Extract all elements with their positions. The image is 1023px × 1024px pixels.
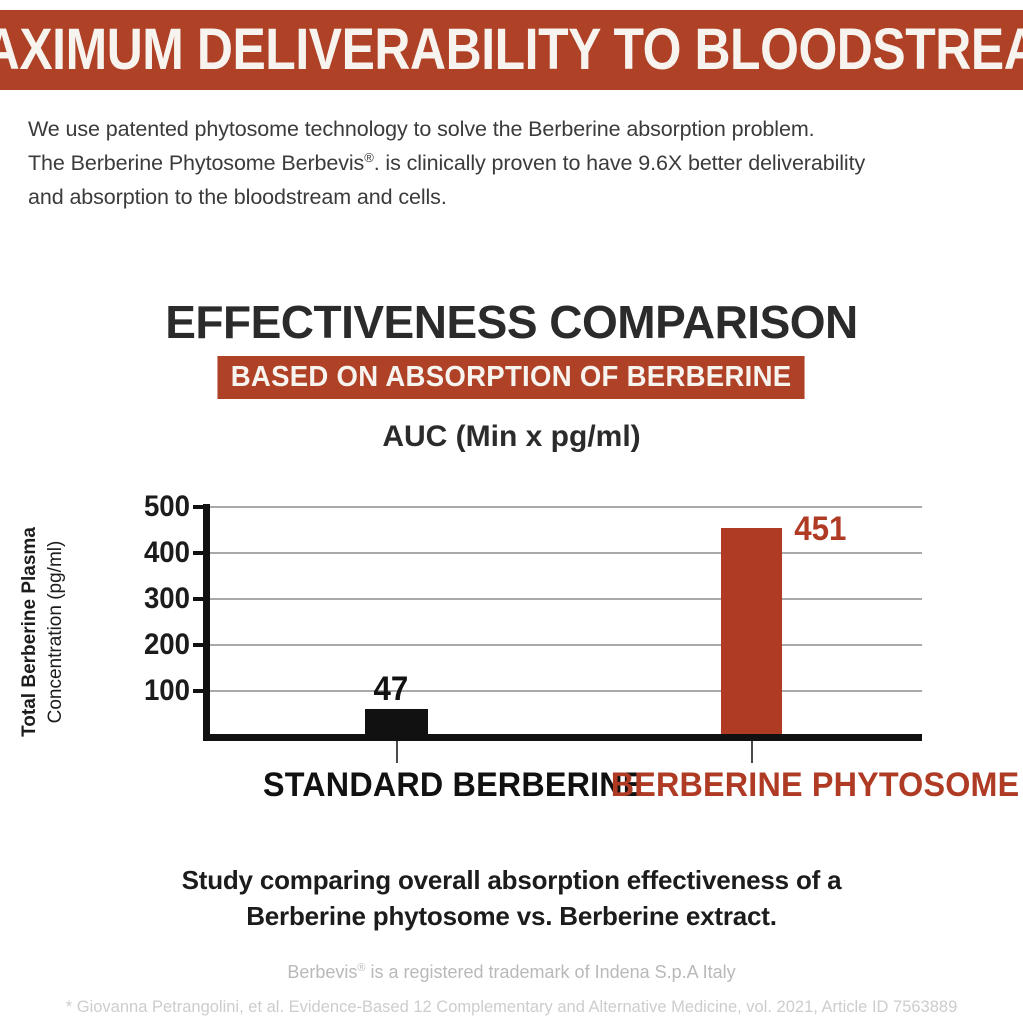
- study-caption-line-2: Berberine phytosome vs. Berberine extrac…: [246, 901, 777, 931]
- intro-line-1: We use patented phytosome technology to …: [28, 117, 815, 141]
- gridline-400: [209, 552, 922, 554]
- trademark-brand: Berbevis: [287, 962, 358, 982]
- page-title: MAXIMUM DELIVERABILITY TO BLOODSTREAM: [0, 17, 1023, 82]
- y-tick-mark-200: [193, 643, 209, 647]
- category-label-berberine-phytosome: BERBERINE PHYTOSOME: [610, 766, 1020, 804]
- bar-value-berberine-phytosome: 451: [794, 510, 847, 548]
- category-tick-berberine-phytosome: [751, 741, 753, 763]
- gridline-200: [209, 644, 922, 646]
- category-tick-standard-berberine: [396, 741, 398, 763]
- chart-block: EFFECTIVENESS COMPARISON BASED ON ABSORP…: [0, 288, 1023, 948]
- y-tick-mark-100: [193, 689, 209, 693]
- y-tick-mark-300: [193, 597, 209, 601]
- y-axis-line: [203, 504, 210, 736]
- chart-badge: BASED ON ABSORPTION OF BERBERINE: [217, 356, 806, 399]
- intro-line-2-before: The Berberine Phytosome Berbevis: [28, 151, 365, 175]
- intro-line-3: and absorption to the bloodstream and ce…: [28, 185, 447, 209]
- plot-area: Total Berberine Plasma Concentration (pg…: [0, 488, 1023, 818]
- registered-mark-icon-footer: ®: [357, 962, 366, 974]
- study-caption: Study comparing overall absorption effec…: [0, 862, 1023, 934]
- y-tick-label-300: 300: [143, 582, 190, 615]
- chart-badge-wrap: BASED ON ABSORPTION OF BERBERINE: [0, 356, 1023, 399]
- y-tick-labels: 500 400 300 200 100: [110, 488, 190, 748]
- trademark-text: is a registered trademark of Indena S.p.…: [365, 962, 736, 982]
- gridline-500: [209, 506, 922, 508]
- chart-subtitle: AUC (Min x pg/ml): [382, 420, 641, 453]
- chart-title: EFFECTIVENESS COMPARISON: [165, 296, 858, 348]
- category-label-standard-berberine: STANDARD BERBERINE: [263, 766, 645, 804]
- intro-paragraph: We use patented phytosome technology to …: [28, 112, 1003, 214]
- header-band: MAXIMUM DELIVERABILITY TO BLOODSTREAM: [0, 10, 1023, 90]
- registered-mark-icon: ®: [364, 149, 374, 165]
- y-tick-mark-400: [193, 551, 209, 555]
- citation-footnote: * Giovanna Petrangolini, et al. Evidence…: [65, 998, 958, 1016]
- bar-berberine-phytosome: [721, 528, 782, 734]
- y-tick-label-100: 100: [143, 674, 190, 707]
- trademark-notice: Berbevis® is a registered trademark of I…: [0, 960, 1023, 984]
- bars-container: 47 451: [0, 488, 1023, 734]
- bar-value-standard-berberine: 47: [373, 670, 409, 708]
- intro-line-2-after: . is clinically proven to have 9.6X bett…: [373, 151, 866, 175]
- gridline-300: [209, 598, 922, 600]
- y-tick-mark-500: [193, 505, 209, 509]
- study-caption-line-1: Study comparing overall absorption effec…: [181, 865, 842, 895]
- y-tick-label-200: 200: [143, 628, 190, 661]
- bar-standard-berberine: [365, 709, 428, 734]
- gridline-100: [209, 690, 922, 692]
- x-axis-line: [203, 734, 922, 741]
- y-tick-label-400: 400: [143, 536, 190, 569]
- y-tick-label-500: 500: [143, 490, 190, 523]
